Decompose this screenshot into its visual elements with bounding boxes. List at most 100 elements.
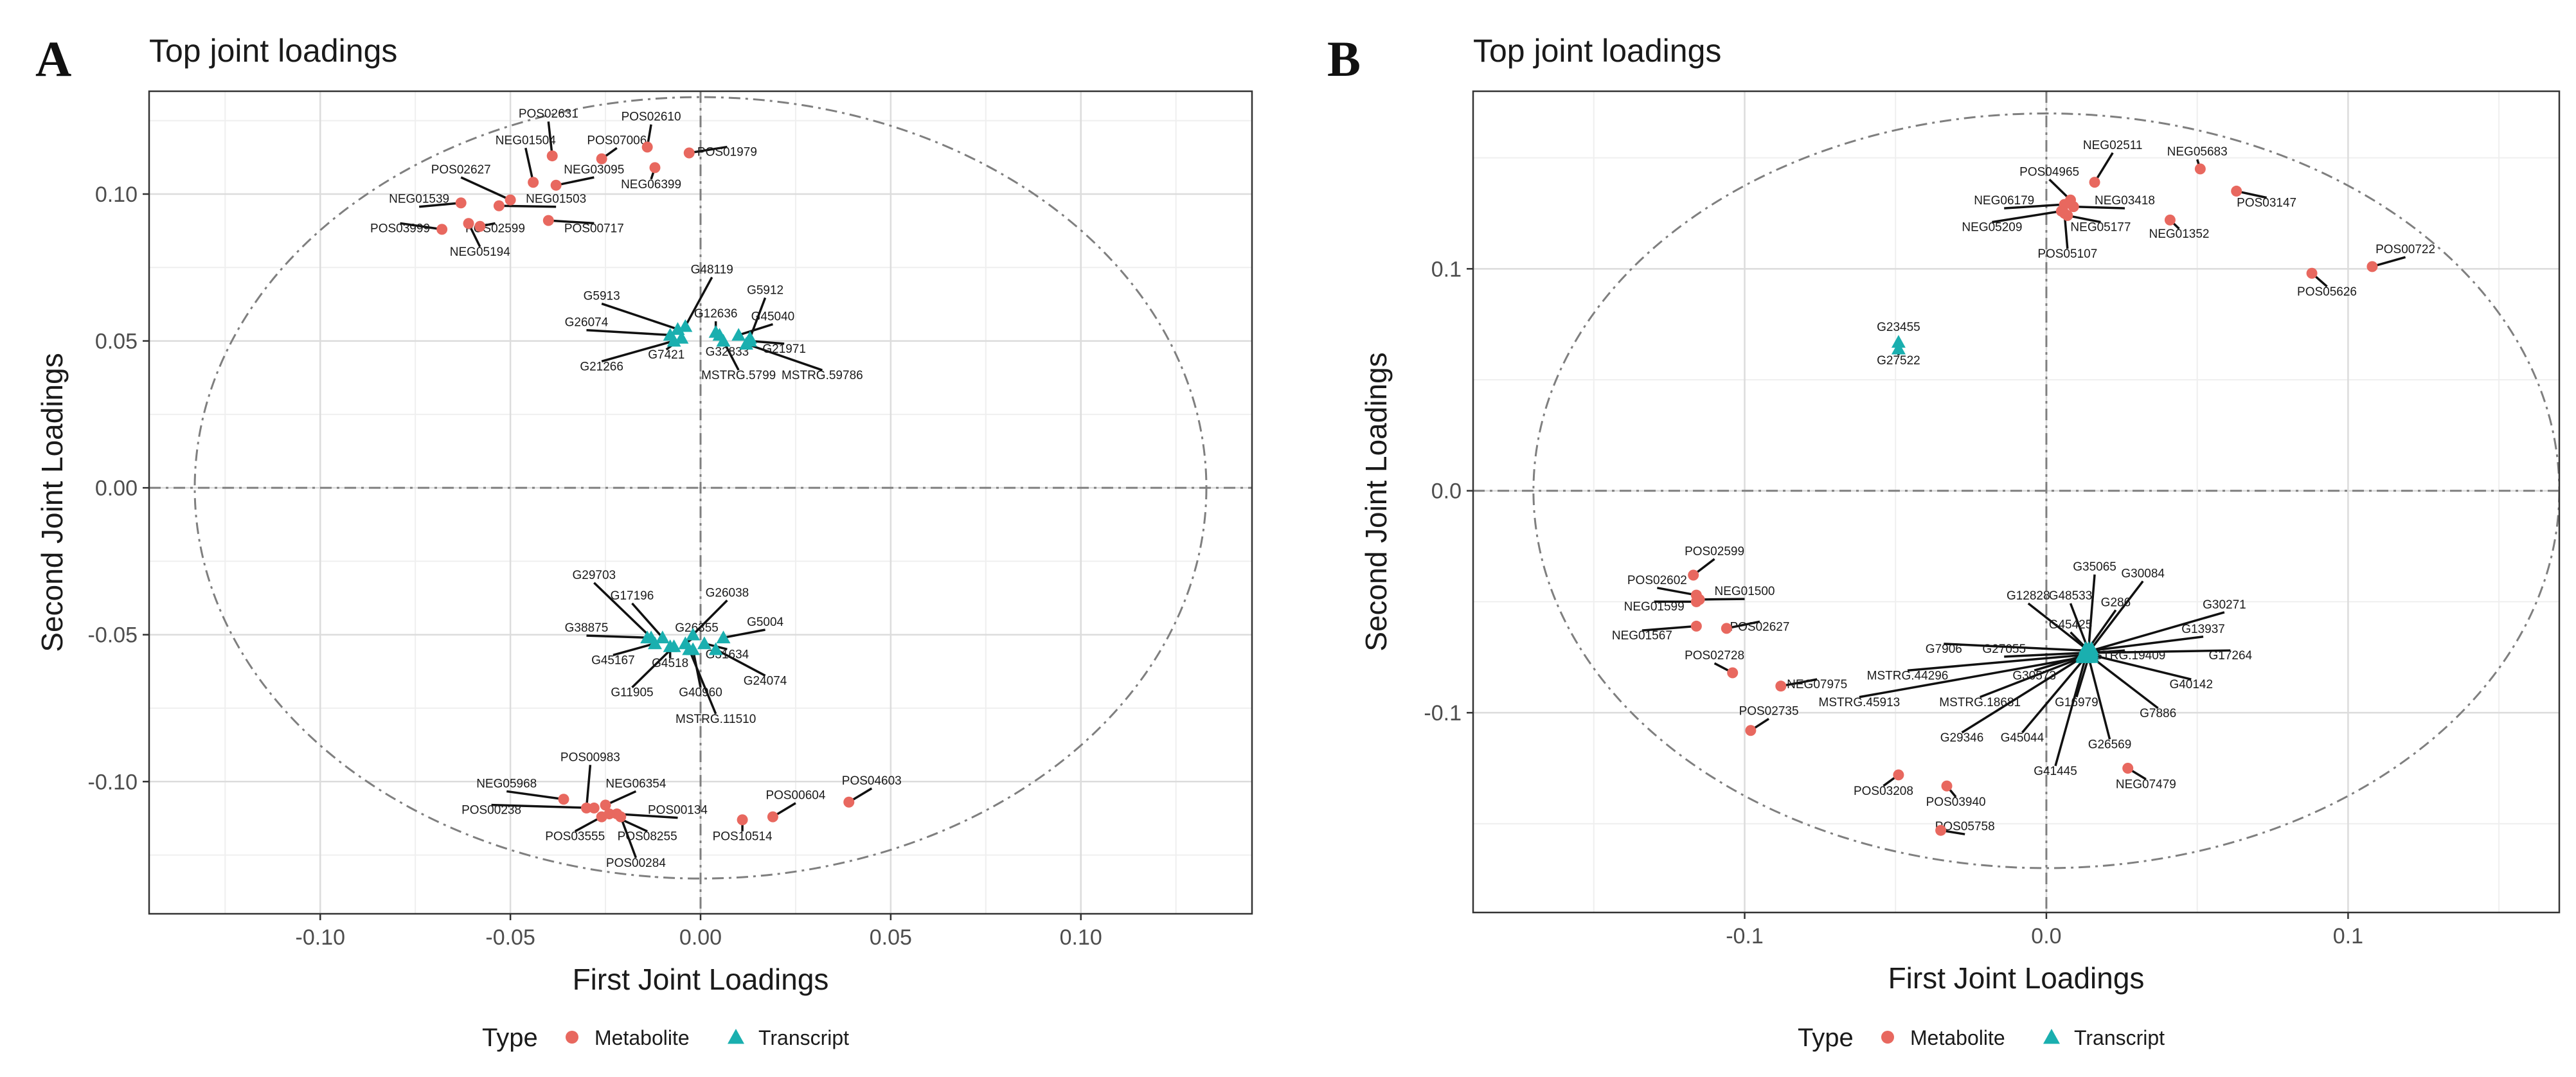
point-label: POS01979 (697, 146, 757, 159)
transcript-point (731, 328, 746, 341)
metabolite-point (463, 218, 474, 229)
panel-letter: A (35, 31, 71, 87)
point-label: G17264 (2208, 649, 2252, 663)
metabolite-point (615, 811, 627, 823)
leader-line (723, 628, 765, 639)
leader-line (2091, 654, 2192, 681)
metabolite-point (1688, 569, 1699, 581)
metabolite-point (600, 799, 611, 811)
point-label: MSTRG.59786 (782, 369, 863, 382)
point-label: NEG01539 (389, 193, 449, 206)
point-label: G45425 (2049, 618, 2093, 632)
leader-line (2372, 256, 2406, 268)
leader-line (601, 302, 679, 330)
point-label: POS08255 (618, 830, 677, 844)
point-label: POS00983 (560, 751, 620, 764)
point-label: G5913 (584, 290, 620, 303)
point-label: G26569 (2088, 738, 2132, 751)
metabolite-point (1893, 769, 1904, 781)
y-axis-title: Second Joint Loadings (35, 353, 69, 652)
leader-line (631, 645, 675, 688)
reference-lines (149, 91, 1252, 914)
leader-line (2067, 214, 2101, 224)
leader-line (2087, 574, 2096, 649)
x-tick-label: 0.0 (2031, 924, 2061, 948)
x-axis-title: First Joint Loadings (573, 963, 829, 996)
metabolite-point (580, 802, 592, 814)
point-label: NEG03418 (2095, 194, 2155, 208)
point-label: NEG05209 (1962, 221, 2022, 235)
metabolite-point (493, 200, 505, 211)
leader-line (1907, 654, 2083, 672)
legend-metabolite-swatch (566, 1031, 578, 1044)
point-label: POS02602 (1627, 574, 1687, 587)
x-tick-label: -0.1 (1726, 924, 1764, 948)
leader-line (1859, 656, 2083, 699)
point-label: POS04965 (2019, 165, 2079, 179)
point-label: POS02631 (519, 107, 578, 121)
transcript-point (1891, 335, 1906, 348)
x-tick-label: -0.05 (485, 925, 535, 950)
point-label: POS03555 (545, 830, 605, 844)
metabolite-point (2306, 267, 2318, 279)
transcript-point (708, 642, 723, 655)
x-axis-title: First Joint Loadings (1888, 961, 2145, 995)
point-label: POS05626 (2297, 285, 2357, 299)
point-label: G16979 (2055, 696, 2098, 709)
legend-transcript-label: Transcript (758, 1026, 849, 1049)
metabolite-point (474, 220, 486, 232)
leader-line (585, 765, 592, 808)
point-label: POS02599 (465, 222, 525, 235)
point-label: POS00722 (2375, 243, 2435, 256)
legend-transcript-label: Transcript (2074, 1026, 2165, 1049)
metabolite-point (1935, 824, 1947, 836)
x-tick-label: 0.00 (679, 925, 722, 950)
point-label: POS00238 (461, 804, 521, 817)
x-tick-label: 0.10 (1060, 925, 1102, 950)
point-label: NEG05968 (476, 777, 537, 790)
point-label: G30573 (2012, 669, 2056, 682)
point-label: NEG07975 (1787, 678, 1847, 691)
metabolite-point (1941, 780, 1953, 792)
leader-line (1992, 209, 2062, 224)
leader-lines (400, 121, 873, 859)
x-tick-label: 0.05 (870, 925, 912, 950)
y-tick-label: -0.1 (1424, 701, 1462, 725)
transcript-point (682, 642, 697, 655)
point-label: G13937 (2181, 623, 2225, 636)
leader-line (1657, 587, 1697, 596)
metabolite-point (767, 811, 778, 823)
correlation-circle (193, 96, 1208, 880)
metabolite-point (2122, 762, 2134, 774)
leader-line (2054, 657, 2087, 767)
point-label: G45044 (2001, 731, 2044, 745)
transcript-point (686, 627, 701, 641)
metabolite-point (558, 794, 569, 805)
leader-line (2091, 656, 2159, 709)
metabolite-point (542, 215, 554, 226)
leader-line (2073, 205, 2125, 209)
legend: Type Metabolite Transcript (482, 1024, 849, 1052)
point-label: POS03208 (1854, 785, 1913, 798)
point-label: POS00717 (564, 222, 624, 235)
leader-line (2093, 152, 2114, 183)
metabolite-point (528, 177, 539, 188)
metabolite-point (1727, 667, 1739, 679)
leader-line (2091, 636, 2204, 652)
point-labels: NEG02511 NEG05683 POS04965 POS03147 NEG06179… (1612, 139, 2435, 833)
metabolite-point (2366, 261, 2378, 272)
point-label: G26074 (565, 316, 609, 330)
point-label: POS02627 (1730, 620, 1789, 634)
point-label: POS05107 (2037, 247, 2097, 261)
grid (1473, 91, 2559, 912)
leader-line (460, 176, 511, 201)
leader-line (605, 790, 637, 806)
leader-line (692, 600, 728, 636)
metabolite-point (649, 162, 661, 174)
point-label: POS03147 (2237, 197, 2296, 210)
point-label: G29703 (573, 569, 616, 582)
leader-line (1780, 678, 1818, 688)
leader-line (2087, 657, 2111, 740)
leader-line (688, 648, 717, 715)
